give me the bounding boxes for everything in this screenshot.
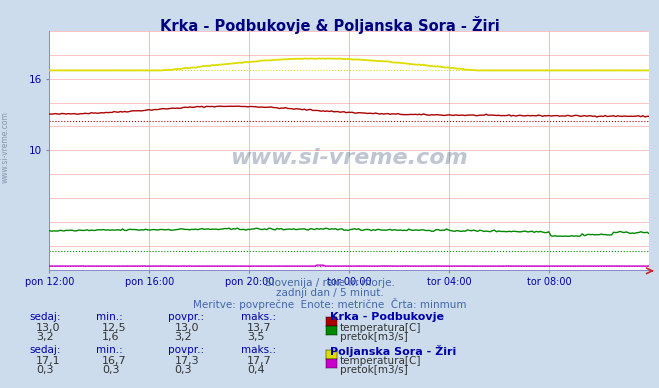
Text: 0,4: 0,4 bbox=[247, 365, 265, 375]
Text: www.si-vreme.com: www.si-vreme.com bbox=[1, 111, 10, 184]
Text: zadnji dan / 5 minut.: zadnji dan / 5 minut. bbox=[275, 288, 384, 298]
Text: povpr.:: povpr.: bbox=[168, 345, 204, 355]
Text: min.:: min.: bbox=[96, 312, 123, 322]
Text: 13,0: 13,0 bbox=[175, 323, 199, 333]
Text: 13,0: 13,0 bbox=[36, 323, 61, 333]
Text: 0,3: 0,3 bbox=[175, 365, 192, 375]
Text: 3,5: 3,5 bbox=[247, 332, 265, 342]
Text: temperatura[C]: temperatura[C] bbox=[340, 323, 422, 333]
Text: Slovenija / reke in morje.: Slovenija / reke in morje. bbox=[264, 278, 395, 288]
Text: povpr.:: povpr.: bbox=[168, 312, 204, 322]
Text: 0,3: 0,3 bbox=[102, 365, 120, 375]
Text: www.si-vreme.com: www.si-vreme.com bbox=[231, 147, 468, 168]
Text: 17,7: 17,7 bbox=[247, 356, 272, 366]
Text: 12,5: 12,5 bbox=[102, 323, 127, 333]
Text: Meritve: povprečne  Enote: metrične  Črta: minmum: Meritve: povprečne Enote: metrične Črta:… bbox=[192, 298, 467, 310]
Text: min.:: min.: bbox=[96, 345, 123, 355]
Text: Krka - Podbukovje & Poljanska Sora - Žiri: Krka - Podbukovje & Poljanska Sora - Žir… bbox=[159, 16, 500, 34]
Text: sedaj:: sedaj: bbox=[30, 345, 61, 355]
Text: Krka - Podbukovje: Krka - Podbukovje bbox=[330, 312, 444, 322]
Text: Poljanska Sora - Žiri: Poljanska Sora - Žiri bbox=[330, 345, 456, 357]
Text: 13,7: 13,7 bbox=[247, 323, 272, 333]
Text: sedaj:: sedaj: bbox=[30, 312, 61, 322]
Text: 17,1: 17,1 bbox=[36, 356, 61, 366]
Text: 1,6: 1,6 bbox=[102, 332, 120, 342]
Text: 3,2: 3,2 bbox=[175, 332, 192, 342]
Text: 0,3: 0,3 bbox=[36, 365, 54, 375]
Text: 3,2: 3,2 bbox=[36, 332, 54, 342]
Text: 16,7: 16,7 bbox=[102, 356, 127, 366]
Text: temperatura[C]: temperatura[C] bbox=[340, 356, 422, 366]
Text: maks.:: maks.: bbox=[241, 312, 275, 322]
Text: maks.:: maks.: bbox=[241, 345, 275, 355]
Text: pretok[m3/s]: pretok[m3/s] bbox=[340, 365, 408, 375]
Text: pretok[m3/s]: pretok[m3/s] bbox=[340, 332, 408, 342]
Text: 17,3: 17,3 bbox=[175, 356, 199, 366]
